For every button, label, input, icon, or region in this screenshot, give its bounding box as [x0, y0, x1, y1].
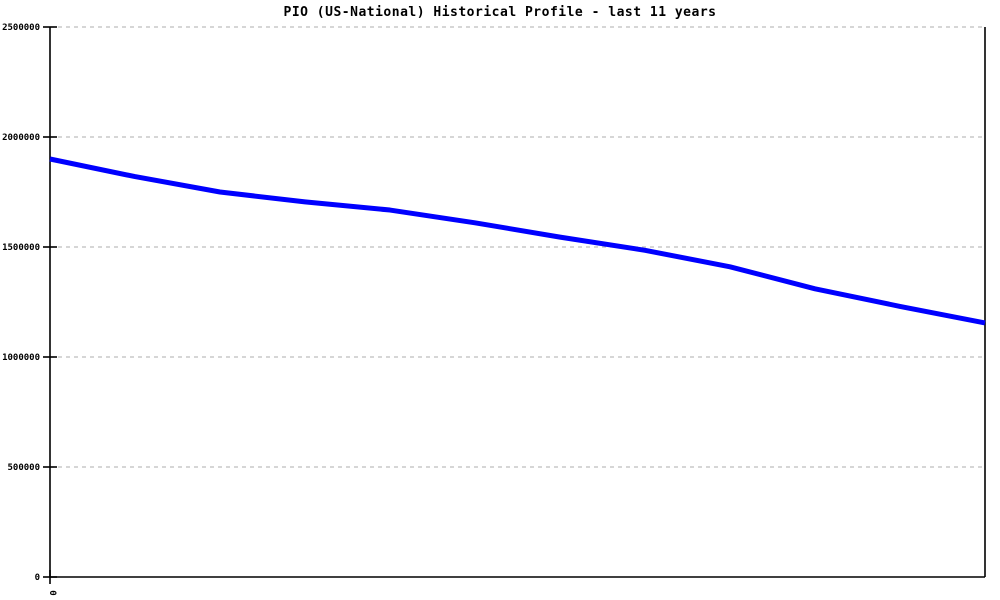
chart-title: PIO (US-National) Historical Profile - l…	[283, 5, 717, 20]
y-tick-label: 2500000	[2, 23, 40, 33]
x-tick-label: 0	[47, 590, 57, 595]
y-tick-label: 1500000	[2, 243, 40, 253]
y-tick-label: 1000000	[2, 353, 40, 363]
y-tick-label: 500000	[7, 463, 40, 473]
y-tick-label: 2000000	[2, 133, 40, 143]
data-line-series	[49, 156, 986, 326]
y-tick-label: 0	[35, 573, 40, 583]
